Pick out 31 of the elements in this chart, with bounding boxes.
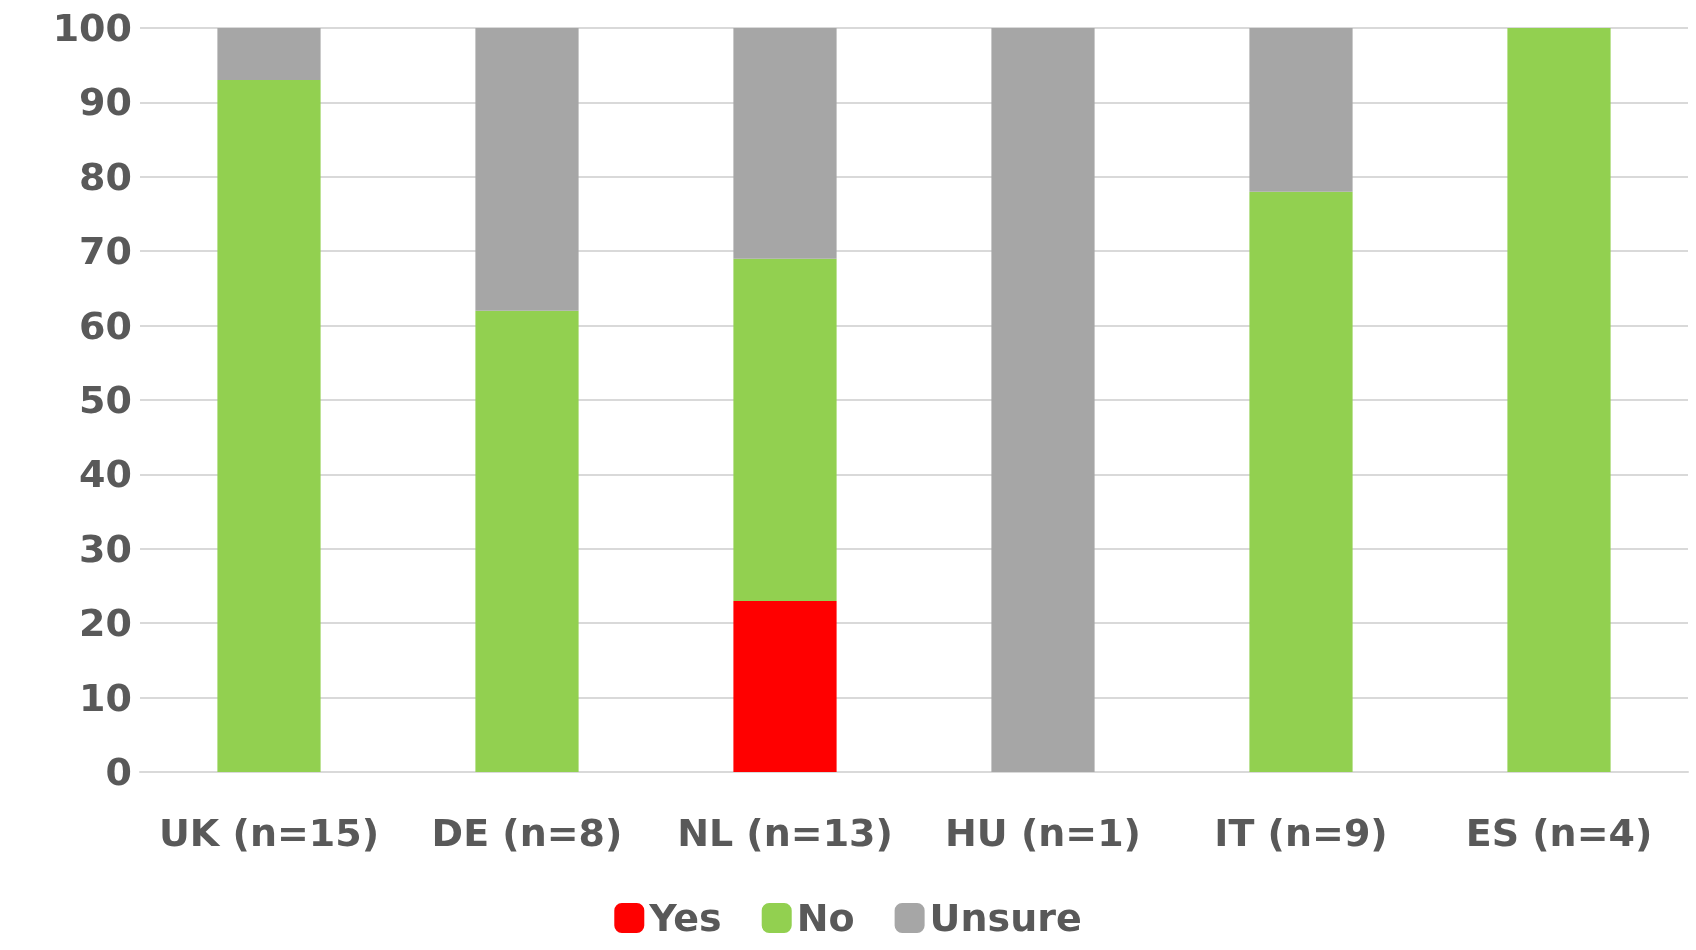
bar — [733, 600, 837, 772]
y-tick-label: 60 — [79, 303, 132, 348]
bar — [475, 28, 579, 311]
bar — [217, 28, 321, 81]
y-tick-label: 30 — [79, 526, 132, 571]
bar — [1507, 28, 1611, 772]
y-tick-label: 100 — [52, 6, 132, 50]
bar — [733, 258, 837, 601]
x-tick-label: NL (n=13) — [677, 811, 893, 855]
y-tick-label: 40 — [79, 452, 132, 497]
x-tick-label: ES (n=4) — [1465, 811, 1653, 855]
bar — [733, 28, 837, 259]
x-tick-label: DE (n=8) — [431, 811, 623, 855]
y-tick-label: 80 — [79, 154, 132, 199]
bar — [991, 28, 1095, 772]
legend-label: Unsure — [929, 896, 1082, 940]
y-tick-label: 10 — [79, 675, 132, 720]
bar — [1249, 28, 1353, 192]
y-tick-label: 70 — [79, 229, 132, 274]
legend-label: Yes — [648, 896, 722, 940]
y-tick-label: 50 — [79, 378, 132, 422]
bar — [217, 80, 321, 772]
bar — [475, 310, 579, 772]
x-tick-label: IT (n=9) — [1214, 811, 1388, 855]
y-tick-label: 0 — [105, 750, 132, 794]
y-tick-label: 20 — [79, 601, 132, 646]
legend-label: No — [796, 896, 855, 940]
x-tick-label: UK (n=15) — [158, 811, 380, 855]
y-tick-label: 90 — [79, 80, 132, 125]
bar — [1249, 191, 1353, 772]
x-tick-label: HU (n=1) — [945, 811, 1141, 855]
